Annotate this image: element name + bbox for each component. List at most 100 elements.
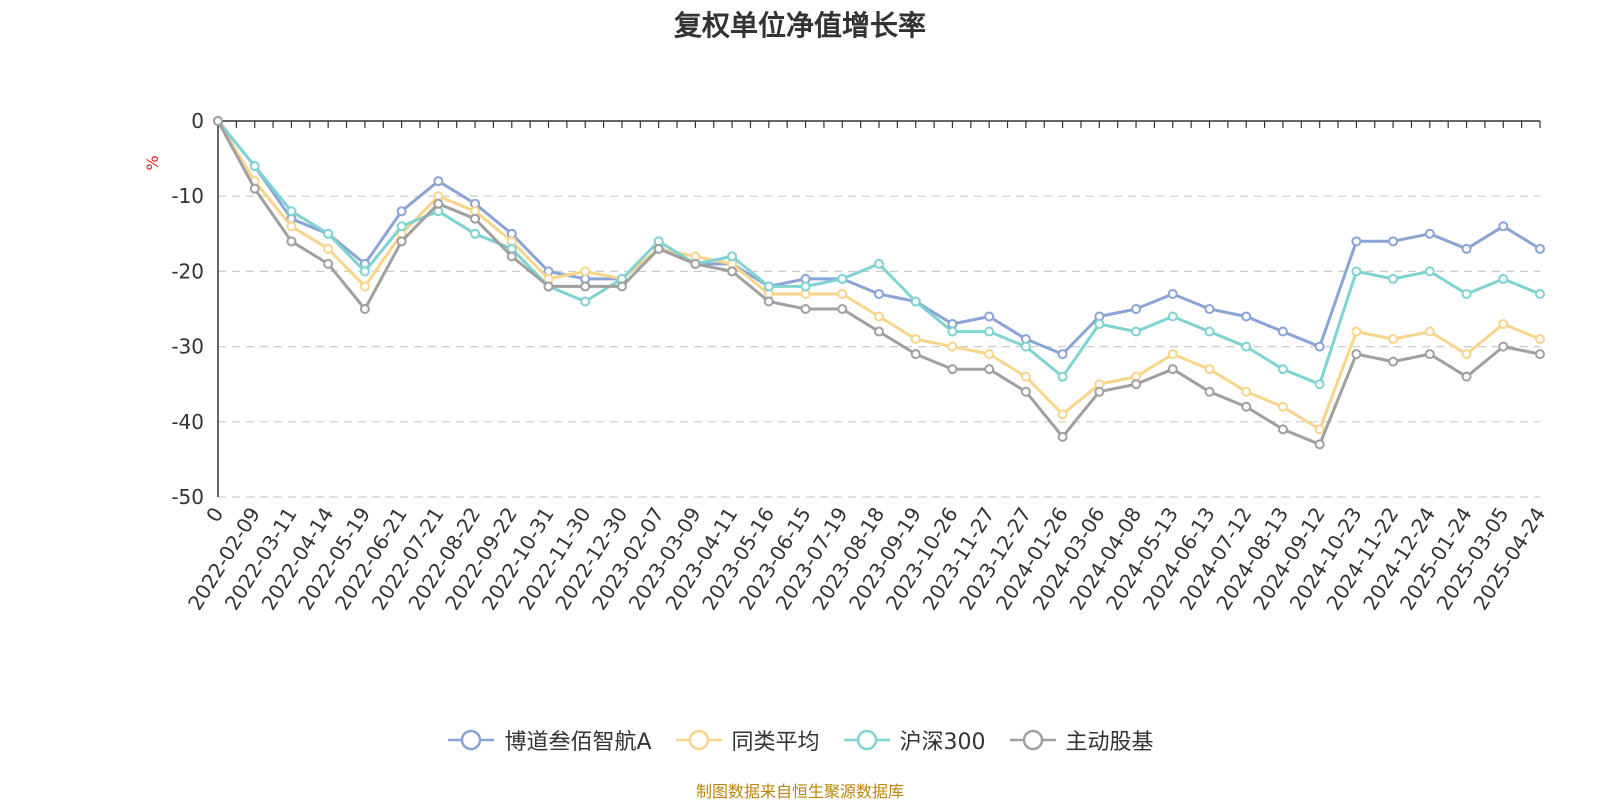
data-point <box>616 281 627 292</box>
data-point <box>1241 386 1252 397</box>
axes <box>217 120 1541 497</box>
data-point <box>433 176 444 187</box>
data-point <box>947 341 958 352</box>
series-line-2 <box>216 120 1541 431</box>
data-point <box>1535 243 1545 254</box>
data-point <box>837 304 848 314</box>
data-point <box>910 296 921 307</box>
data-point <box>1498 221 1509 232</box>
data-point <box>1057 371 1068 382</box>
data-point <box>727 251 738 262</box>
y-tick-label: -50 <box>171 485 204 509</box>
data-point <box>580 281 591 292</box>
data-point <box>323 258 334 269</box>
data-point <box>1535 288 1545 299</box>
legend-label: 主动股基 <box>1065 730 1154 755</box>
data-point <box>249 183 260 194</box>
data-point <box>1167 288 1178 299</box>
data-point <box>1094 386 1105 397</box>
data-point <box>359 304 370 314</box>
legend-label: 同类平均 <box>731 730 820 755</box>
data-point <box>1388 334 1399 345</box>
data-point <box>1057 431 1068 442</box>
data-point <box>1241 341 1252 352</box>
legend-label: 博道叁佰智航A <box>504 730 652 755</box>
data-point <box>653 243 664 254</box>
legend-item[interactable]: 沪深300 <box>842 724 986 756</box>
data-point <box>506 251 517 262</box>
data-point <box>837 273 848 284</box>
data-point <box>1241 311 1252 322</box>
data-point <box>1498 273 1509 284</box>
x-tick-label: 0 <box>201 503 228 527</box>
data-point <box>1351 349 1362 360</box>
data-point <box>1277 364 1288 375</box>
data-point <box>763 296 774 307</box>
legend-item[interactable]: 同类平均 <box>674 724 820 756</box>
data-point <box>286 221 297 232</box>
data-point <box>323 243 334 254</box>
data-point <box>1204 304 1215 314</box>
legend-item[interactable]: 主动股基 <box>1008 724 1154 756</box>
data-point <box>1131 326 1142 337</box>
data-point <box>800 304 811 314</box>
data-point <box>543 281 554 292</box>
data-point <box>1167 349 1178 360</box>
data-point <box>1241 401 1252 412</box>
data-point <box>359 281 370 292</box>
data-point <box>1167 364 1178 375</box>
data-point <box>1057 349 1068 360</box>
data-point <box>984 349 995 360</box>
data-point <box>1020 341 1031 352</box>
data-point <box>1535 349 1545 360</box>
data-point <box>1131 379 1142 390</box>
data-point <box>1535 334 1545 345</box>
data-point <box>1424 326 1435 337</box>
data-point <box>874 311 884 322</box>
legend-label: 沪深300 <box>899 730 986 755</box>
data-point <box>1020 371 1031 382</box>
legend-marker-icon <box>843 729 890 751</box>
data-point <box>249 161 260 172</box>
series-lines <box>213 116 1545 450</box>
y-tick-label: 0 <box>191 109 204 133</box>
data-point <box>984 326 995 337</box>
data-point <box>1277 326 1288 337</box>
y-tick-label: -20 <box>171 259 204 283</box>
data-point <box>213 116 223 126</box>
y-axis-unit: % <box>143 155 162 170</box>
data-point <box>1461 288 1472 299</box>
data-point <box>1057 409 1068 420</box>
data-point <box>1424 228 1435 239</box>
legend-marker-icon <box>1009 729 1056 751</box>
data-point <box>1277 424 1288 435</box>
legend-marker-icon <box>675 729 722 751</box>
data-point <box>1351 326 1362 337</box>
legend: 博道叁佰智航A 同类平均 沪深300 主动股基 <box>0 724 1600 756</box>
data-point <box>1388 356 1399 367</box>
axis-labels: 0-10-20-30-40-50%02022-02-092022-03-1120… <box>143 109 1550 614</box>
data-point <box>800 281 811 292</box>
data-point <box>1314 341 1325 352</box>
data-point <box>1424 266 1435 277</box>
y-tick-label: -30 <box>171 335 204 359</box>
data-point <box>580 296 591 307</box>
data-point <box>1204 326 1215 337</box>
data-point <box>1314 439 1325 450</box>
data-point <box>837 288 848 299</box>
data-point <box>1277 401 1288 412</box>
y-tick-label: -10 <box>171 184 204 208</box>
data-point <box>1461 371 1472 382</box>
data-point <box>690 258 701 269</box>
y-tick-label: -40 <box>171 410 204 434</box>
data-point <box>1388 236 1399 247</box>
data-point <box>947 364 958 375</box>
data-point <box>1424 349 1435 360</box>
source-note: 制图数据来自恒生聚源数据库 <box>695 782 904 801</box>
data-point <box>1461 349 1472 360</box>
data-point <box>984 311 995 322</box>
data-point <box>984 364 995 375</box>
legend-item[interactable]: 博道叁佰智航A <box>446 724 652 756</box>
data-point <box>1314 379 1325 390</box>
